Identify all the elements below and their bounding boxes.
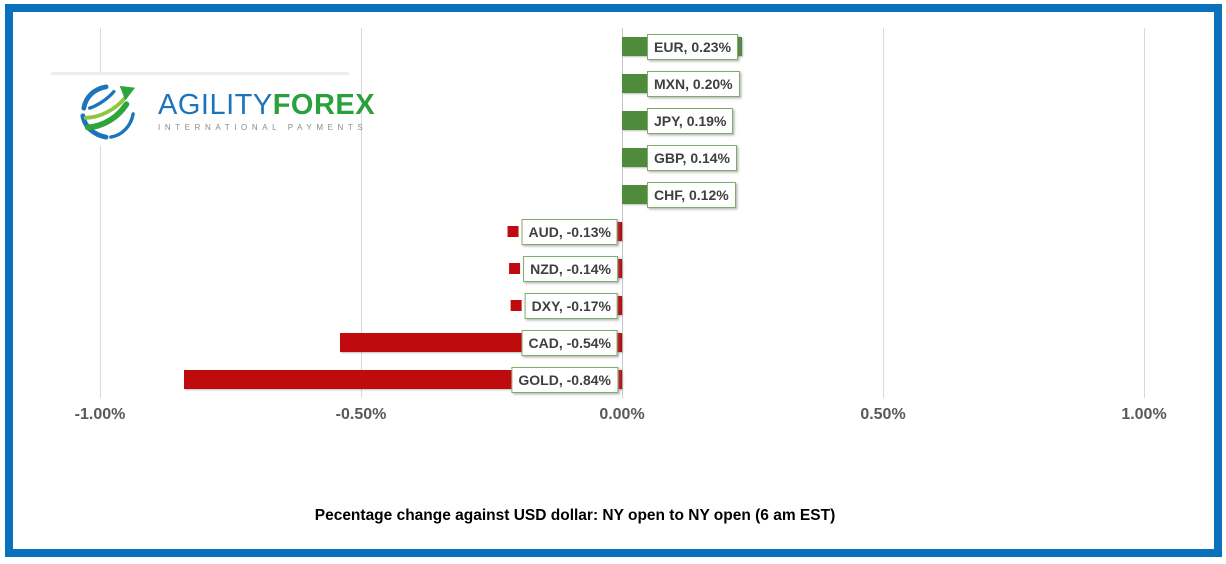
logo-text: AGILITYFOREX INTERNATIONAL PAYMENTS [158, 90, 375, 132]
plot-area: EUR, 0.23% MXN, 0.20% JPY, 0.19% GBP, 0.14%… [99, 28, 1145, 398]
legend-key-icon [507, 226, 519, 237]
bar-label-group: GBP, 0.14% [633, 144, 738, 171]
gridline [99, 28, 101, 398]
x-tick-label: -0.50% [335, 406, 387, 423]
bar-label-cad: CAD, -0.54% [521, 329, 618, 356]
legend-key-icon [633, 152, 644, 163]
x-tick-label: -1.00% [74, 406, 126, 423]
bar-label-group: GOLD, -0.84% [497, 366, 618, 393]
bar-label-gold: GOLD, -0.84% [511, 366, 618, 393]
brand-secondary-text: FOREX [272, 88, 376, 121]
bar-label-group: AUD, -0.13% [507, 218, 618, 245]
agilityforex-logo: AGILITYFOREX INTERNATIONAL PAYMENTS [51, 72, 375, 146]
bar-label-nzd: NZD, -0.14% [523, 255, 618, 282]
bar-label-group: EUR, 0.23% [633, 33, 739, 60]
brand-name: AGILITYFOREX [158, 90, 375, 120]
brand-tagline: INTERNATIONAL PAYMENTS [158, 122, 368, 132]
bar-label-eur: EUR, 0.23% [647, 33, 739, 60]
gridline [882, 28, 884, 398]
bar-label-group: CAD, -0.54% [507, 329, 618, 356]
bar-label-group: CHF, 0.12% [633, 181, 736, 208]
legend-key-icon [633, 115, 644, 126]
bar-label-aud: AUD, -0.13% [521, 218, 618, 245]
legend-key-icon [510, 300, 522, 311]
globe-arrow-icon [80, 83, 136, 140]
x-tick-label: 1.00% [1121, 406, 1167, 423]
bar-label-jpy: JPY, 0.19% [647, 107, 734, 134]
bar-label-group: DXY, -0.17% [510, 292, 618, 319]
bar-label-chf: CHF, 0.12% [647, 181, 736, 208]
x-tick-label: 0.50% [860, 406, 906, 423]
x-tick-label: 0.00% [599, 406, 645, 423]
bar-label-group: NZD, -0.14% [509, 255, 618, 282]
legend-key-icon [633, 189, 644, 200]
bar-label-mxn: MXN, 0.20% [647, 70, 740, 97]
legend-key-icon [507, 337, 519, 348]
legend-key-icon [497, 374, 509, 385]
zero-axis-line [621, 28, 623, 398]
bar-label-gbp: GBP, 0.14% [647, 144, 738, 171]
chart-caption: Pecentage change against USD dollar: NY … [314, 507, 836, 524]
gridline [1143, 28, 1145, 398]
legend-key-icon [633, 41, 644, 52]
x-axis: -1.00% -0.50% 0.00% 0.50% 1.00% [75, 406, 1167, 428]
bar-label-group: JPY, 0.19% [633, 107, 734, 134]
legend-key-icon [509, 263, 521, 274]
brand-primary-text: AGILITY [158, 88, 273, 121]
gridline [360, 28, 362, 398]
legend-key-icon [633, 78, 644, 89]
bar-label-dxy: DXY, -0.17% [524, 292, 618, 319]
bar-label-group: MXN, 0.20% [633, 70, 740, 97]
